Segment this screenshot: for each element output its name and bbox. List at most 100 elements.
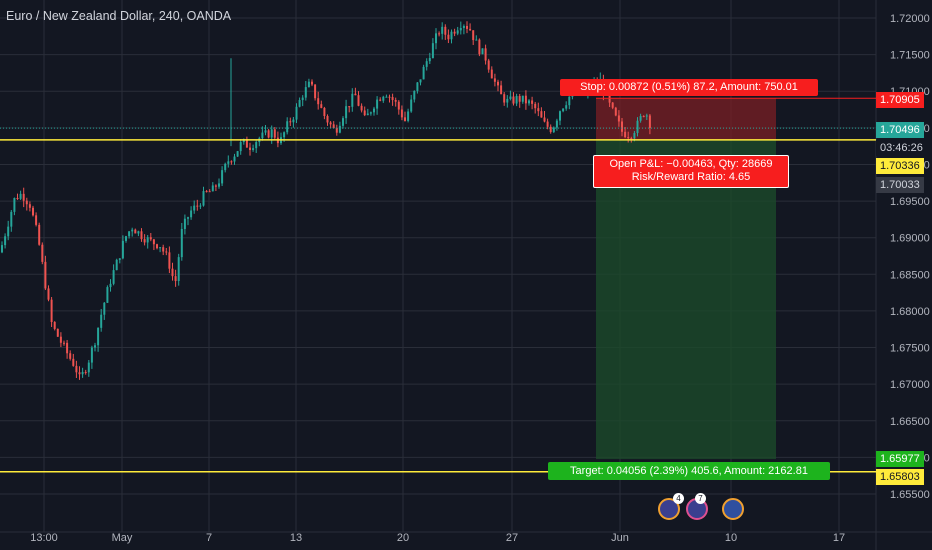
candle-body <box>292 119 295 123</box>
candle-body <box>218 183 220 187</box>
price-tick-label: 1.69500 <box>890 196 930 208</box>
candle-body <box>369 112 372 114</box>
candle-body <box>373 108 375 113</box>
candle-body <box>66 342 69 354</box>
candle-body <box>63 342 65 344</box>
candle-body <box>134 229 137 234</box>
candle-body <box>627 137 630 139</box>
time-tick-label: May <box>112 532 133 544</box>
event-badge-2: 7 <box>695 493 706 504</box>
candle-body <box>475 39 478 41</box>
candle-body <box>236 151 239 157</box>
candle-body <box>255 142 258 149</box>
candle-body <box>416 82 419 91</box>
candle-body <box>137 231 140 234</box>
event-marker-3[interactable] <box>722 498 744 520</box>
open-pnl-box[interactable]: Open P&L: −0.00463, Qty: 28669 Risk/Rewa… <box>593 155 789 188</box>
candle-body <box>112 270 115 284</box>
price-tick-label: 1.71500 <box>890 50 930 62</box>
candle-body <box>174 276 177 282</box>
candle-body <box>524 95 527 104</box>
candle-body <box>503 94 506 103</box>
candle-body <box>224 163 227 171</box>
candle-body <box>329 122 332 125</box>
candle-body <box>351 93 354 107</box>
candle-body <box>332 124 335 128</box>
candle-body <box>317 98 320 105</box>
candle-body <box>168 252 171 269</box>
candle-body <box>245 139 248 148</box>
candle-body <box>391 97 394 100</box>
candle-body <box>438 33 441 35</box>
candle-body <box>345 106 348 119</box>
candle-body <box>394 99 397 102</box>
candle-body <box>230 161 233 163</box>
candle-body <box>354 93 357 96</box>
candle-body <box>493 78 496 82</box>
candle-body <box>273 129 276 138</box>
candle-body <box>506 98 509 103</box>
candle-body <box>72 358 75 366</box>
candle-body <box>469 28 472 31</box>
time-tick-label: 20 <box>397 532 409 544</box>
candle-body <box>543 117 546 122</box>
time-tick-label: 7 <box>206 532 212 544</box>
candle-body <box>100 314 103 328</box>
time-tick-label: 13:00 <box>30 532 58 544</box>
candle-body <box>366 113 369 116</box>
candle-body <box>425 61 428 67</box>
candle-body <box>187 217 189 219</box>
candle-body <box>521 95 524 102</box>
candle-body <box>1 245 3 253</box>
candle-body <box>314 84 317 99</box>
candle-body <box>35 215 38 225</box>
candle-body <box>478 39 481 55</box>
candle-body <box>267 130 270 138</box>
candle-body <box>10 211 13 227</box>
candle-body <box>484 48 487 61</box>
candle-body <box>311 81 313 85</box>
candle-body <box>431 43 434 59</box>
candle-body <box>38 224 41 245</box>
stop-price-tag: 1.70905 <box>876 92 924 108</box>
candle-body <box>146 237 149 243</box>
event-marker-1[interactable] <box>658 498 680 520</box>
candle-body <box>180 228 183 258</box>
candle-body <box>410 99 413 112</box>
candle-body <box>490 69 493 79</box>
candle-body <box>456 30 459 34</box>
candle-body <box>28 204 31 208</box>
candle-body <box>422 66 425 80</box>
candle-body <box>326 115 329 123</box>
target-label[interactable]: Target: 0.04056 (2.39%) 405.6, Amount: 2… <box>548 462 830 480</box>
candle-body <box>441 26 444 34</box>
candle-body <box>270 129 273 138</box>
candle-body <box>286 121 289 133</box>
candle-body <box>624 131 627 138</box>
candle-body <box>159 247 162 249</box>
candle-body <box>537 108 540 112</box>
candle-body <box>152 239 155 245</box>
candle-body <box>487 60 490 70</box>
candle-body <box>59 336 62 343</box>
candle-body <box>190 210 193 218</box>
candle-body <box>568 96 571 106</box>
candle-body <box>183 218 186 229</box>
candle-body <box>400 109 403 118</box>
stop-label[interactable]: Stop: 0.00872 (0.51%) 87.2, Amount: 750.… <box>560 79 818 96</box>
candle-body <box>342 118 344 126</box>
candle-body <box>555 120 558 128</box>
time-tick-label: 17 <box>833 532 845 544</box>
candle-body <box>388 96 391 98</box>
candle-body <box>512 96 515 104</box>
candle-body <box>633 133 636 139</box>
candle-body <box>444 26 447 35</box>
candle-body <box>171 268 174 277</box>
candle-body <box>614 107 617 116</box>
candle-body <box>84 372 87 374</box>
candle-body <box>162 247 165 252</box>
candle-body <box>208 191 211 193</box>
candle-body <box>348 106 351 108</box>
candle-body <box>249 147 251 150</box>
candle-body <box>221 170 224 184</box>
